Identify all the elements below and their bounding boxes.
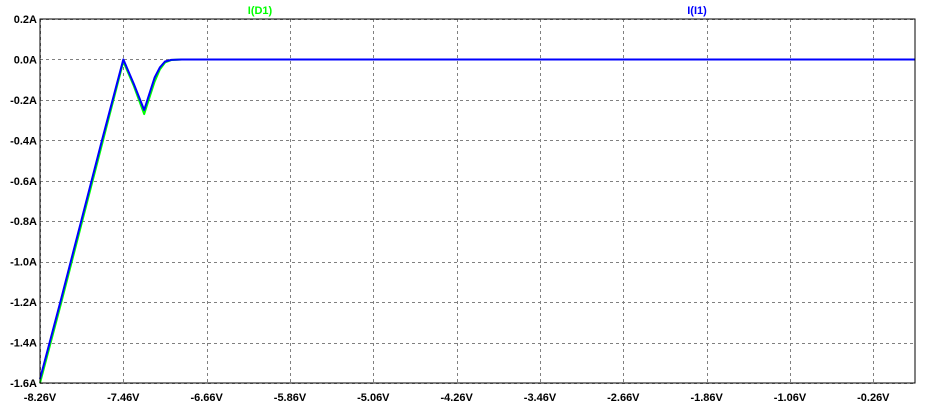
- y-tick-label: -0.2A: [10, 95, 37, 107]
- x-tick-label: -6.66V: [190, 392, 223, 404]
- y-tick-label: -0.4A: [10, 135, 37, 147]
- series-layer: [39, 58, 915, 384]
- y-tick-label: 0.0A: [14, 54, 37, 66]
- legend-entry-i-i1: I(I1): [687, 5, 707, 17]
- legend-entry-i-d1: I(D1): [248, 5, 273, 17]
- grid: [40, 19, 915, 384]
- y-tick-label: -1.0A: [10, 257, 37, 269]
- legend: I(D1) I(I1): [248, 5, 707, 17]
- x-tick-label: -1.06V: [774, 392, 807, 404]
- x-tick-label: -4.26V: [440, 392, 473, 404]
- x-tick-label: -5.06V: [357, 392, 390, 404]
- x-tick-label: -1.86V: [690, 392, 723, 404]
- plot-frame: [39, 18, 916, 384]
- series-line-i-d1: [39, 58, 915, 384]
- y-tick-label: -1.2A: [10, 297, 37, 309]
- y-tick-label: -1.4A: [10, 338, 37, 350]
- series-line-i-i1: [39, 58, 915, 380]
- x-tick-label: -3.46V: [524, 392, 557, 404]
- y-tick-label: 0.2A: [14, 14, 37, 26]
- x-tick-label: -7.46V: [107, 392, 140, 404]
- x-tick-label: -8.26V: [24, 392, 57, 404]
- x-tick-label: -2.66V: [607, 392, 640, 404]
- x-axis-labels: -8.26V -7.46V -6.66V -5.86V -5.06V -4.26V -3.4…: [24, 392, 890, 404]
- y-tick-label: -0.6A: [10, 176, 37, 188]
- y-tick-label: -1.6A: [10, 378, 37, 390]
- y-axis-labels: 0.2A 0.0A -0.2A -0.4A -0.6A -0.8A -1.0A -1.2A -1…: [10, 14, 37, 390]
- y-tick-label: -0.8A: [10, 216, 37, 228]
- x-tick-label: -5.86V: [274, 392, 307, 404]
- x-tick-label: -0.26V: [857, 392, 890, 404]
